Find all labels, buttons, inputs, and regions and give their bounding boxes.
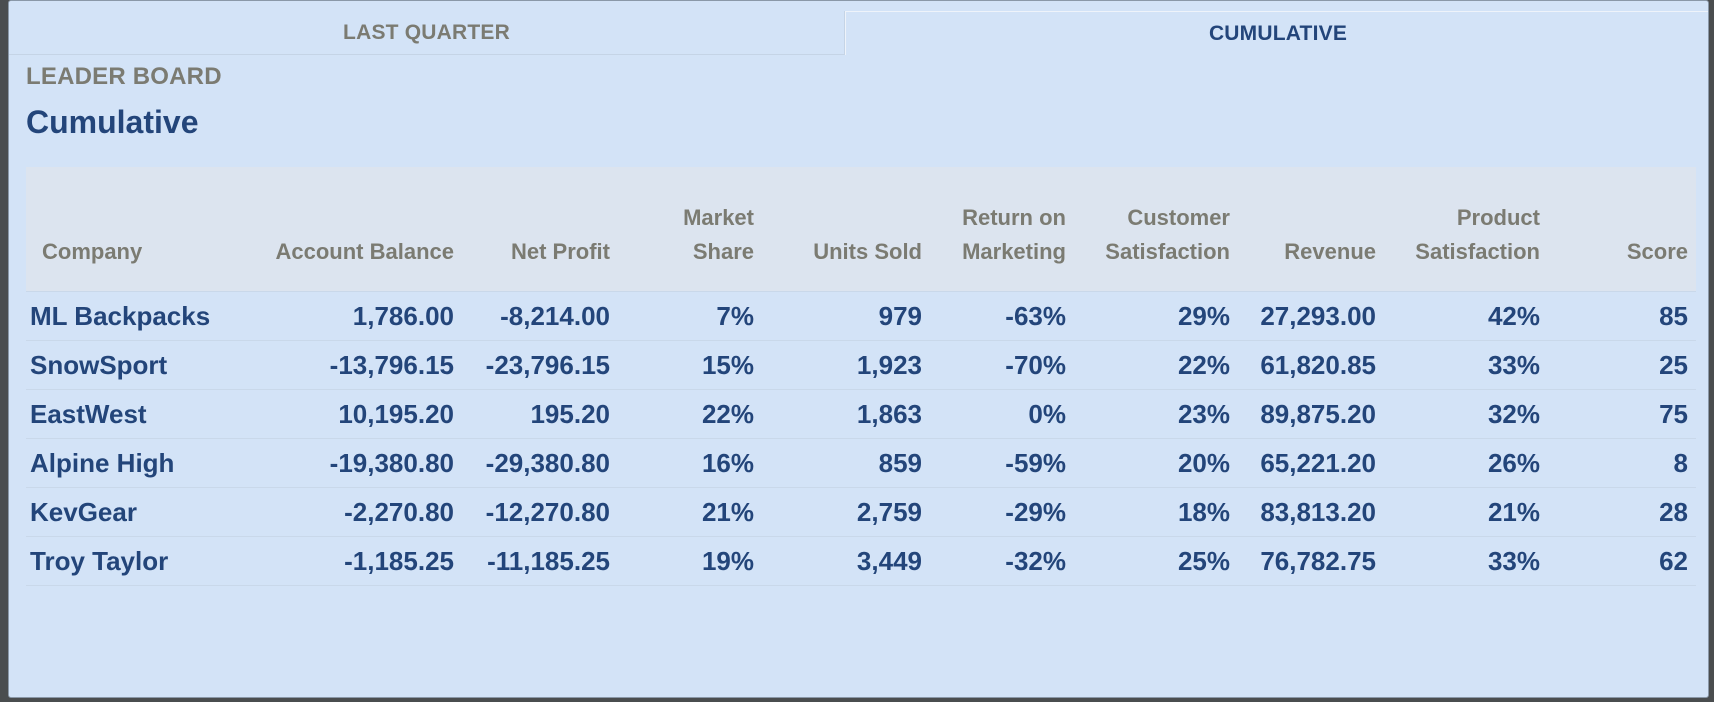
company-cell: EastWest [26, 389, 246, 439]
table-row: SnowSport -13,796.15 -23,796.15 15% 1,92… [26, 340, 1696, 390]
column-header-line: Satisfaction [1415, 239, 1540, 264]
customer-satisfaction-cell: 23% [1074, 389, 1238, 439]
company-cell: Troy Taylor [26, 536, 246, 586]
account-balance-cell: -13,796.15 [246, 340, 462, 390]
table-row: KevGear -2,270.80 -12,270.80 21% 2,759 -… [26, 487, 1696, 537]
product-satisfaction-cell: 33% [1384, 536, 1548, 586]
column-header-units-sold[interactable]: Units Sold [762, 167, 930, 292]
market-share-cell: 21% [618, 487, 762, 537]
column-header-line: Account Balance [275, 239, 455, 264]
net-profit-cell: -12,270.80 [462, 487, 618, 537]
return-on-marketing-cell: -70% [930, 340, 1074, 390]
table-row: Alpine High -19,380.80 -29,380.80 16% 85… [26, 438, 1696, 488]
account-balance-cell: -1,185.25 [246, 536, 462, 586]
units-sold-cell: 859 [762, 438, 930, 488]
return-on-marketing-cell: -29% [930, 487, 1074, 537]
tab-cumulative[interactable]: CUMULATIVE [845, 11, 1708, 55]
net-profit-cell: -29,380.80 [462, 438, 618, 488]
units-sold-cell: 979 [762, 291, 930, 341]
score-cell: 75 [1548, 389, 1696, 439]
score-cell: 85 [1548, 291, 1696, 341]
column-header-line: Share [692, 239, 754, 264]
market-share-cell: 7% [618, 291, 762, 341]
leaderboard-table-container: Company Account Balance Net Profit Marke… [26, 167, 1696, 586]
column-header-company[interactable]: Company [26, 167, 246, 292]
revenue-cell: 83,813.20 [1238, 487, 1384, 537]
table-row: Troy Taylor -1,185.25 -11,185.25 19% 3,4… [26, 536, 1696, 586]
customer-satisfaction-cell: 18% [1074, 487, 1238, 537]
section-label: LEADER BOARD [26, 63, 222, 90]
score-cell: 28 [1548, 487, 1696, 537]
product-satisfaction-cell: 26% [1384, 438, 1548, 488]
column-header-line: Units Sold [813, 239, 922, 264]
revenue-cell: 65,221.20 [1238, 438, 1384, 488]
product-satisfaction-cell: 33% [1384, 340, 1548, 390]
company-cell: Alpine High [26, 438, 246, 488]
column-header-product-satisfaction[interactable]: Product Satisfaction [1384, 167, 1548, 292]
column-header-return-on-marketing[interactable]: Return on Marketing [930, 167, 1074, 292]
return-on-marketing-cell: -59% [930, 438, 1074, 488]
company-cell: SnowSport [26, 340, 246, 390]
market-share-cell: 22% [618, 389, 762, 439]
customer-satisfaction-cell: 29% [1074, 291, 1238, 341]
column-header-line: Marketing [962, 239, 1066, 264]
column-header-revenue[interactable]: Revenue [1238, 167, 1384, 292]
units-sold-cell: 1,863 [762, 389, 930, 439]
company-cell: ML Backpacks [26, 291, 246, 341]
column-header-line: Product [1456, 205, 1540, 230]
score-cell: 62 [1548, 536, 1696, 586]
score-cell: 8 [1548, 438, 1696, 488]
customer-satisfaction-cell: 25% [1074, 536, 1238, 586]
return-on-marketing-cell: -32% [930, 536, 1074, 586]
customer-satisfaction-cell: 22% [1074, 340, 1238, 390]
return-on-marketing-cell: -63% [930, 291, 1074, 341]
market-share-cell: 16% [618, 438, 762, 488]
account-balance-cell: 10,195.20 [246, 389, 462, 439]
market-share-cell: 19% [618, 536, 762, 586]
net-profit-cell: -8,214.00 [462, 291, 618, 341]
tab-bar: LAST QUARTER CUMULATIVE [9, 1, 1708, 57]
product-satisfaction-cell: 42% [1384, 291, 1548, 341]
product-satisfaction-cell: 21% [1384, 487, 1548, 537]
company-cell: KevGear [26, 487, 246, 537]
units-sold-cell: 3,449 [762, 536, 930, 586]
column-header-line: Market [683, 205, 754, 230]
table-row: EastWest 10,195.20 195.20 22% 1,863 0% 2… [26, 389, 1696, 439]
units-sold-cell: 2,759 [762, 487, 930, 537]
score-cell: 25 [1548, 340, 1696, 390]
account-balance-cell: -19,380.80 [246, 438, 462, 488]
units-sold-cell: 1,923 [762, 340, 930, 390]
leaderboard-table: Company Account Balance Net Profit Marke… [26, 167, 1696, 586]
page-title: Cumulative [26, 104, 199, 140]
column-header-score[interactable]: Score [1548, 167, 1696, 292]
return-on-marketing-cell: 0% [930, 389, 1074, 439]
net-profit-cell: 195.20 [462, 389, 618, 439]
revenue-cell: 27,293.00 [1238, 291, 1384, 341]
tab-last-quarter[interactable]: LAST QUARTER [9, 11, 845, 55]
account-balance-cell: -2,270.80 [246, 487, 462, 537]
customer-satisfaction-cell: 20% [1074, 438, 1238, 488]
column-header-line: Customer [1127, 205, 1230, 230]
column-header-customer-satisfaction[interactable]: Customer Satisfaction [1074, 167, 1238, 292]
column-header-line: Net Profit [511, 239, 610, 264]
revenue-cell: 76,782.75 [1238, 536, 1384, 586]
column-header-account-balance[interactable]: Account Balance [246, 167, 462, 292]
table-row: ML Backpacks 1,786.00 -8,214.00 7% 979 -… [26, 291, 1696, 341]
product-satisfaction-cell: 32% [1384, 389, 1548, 439]
column-header-line: Score [1626, 239, 1688, 264]
revenue-cell: 61,820.85 [1238, 340, 1384, 390]
leaderboard-window: LAST QUARTER CUMULATIVE LEADER BOARD Cum… [8, 0, 1709, 698]
column-header-net-profit[interactable]: Net Profit [462, 167, 618, 292]
column-header-market-share[interactable]: Market Share [618, 167, 762, 292]
column-header-line: Return on [962, 205, 1066, 230]
net-profit-cell: -11,185.25 [462, 536, 618, 586]
market-share-cell: 15% [618, 340, 762, 390]
column-header-line: Satisfaction [1105, 239, 1230, 264]
column-header-line: Company [42, 239, 143, 264]
net-profit-cell: -23,796.15 [462, 340, 618, 390]
revenue-cell: 89,875.20 [1238, 389, 1384, 439]
account-balance-cell: 1,786.00 [246, 291, 462, 341]
table-header-row: Company Account Balance Net Profit Marke… [26, 167, 1696, 292]
column-header-line: Revenue [1284, 239, 1376, 264]
